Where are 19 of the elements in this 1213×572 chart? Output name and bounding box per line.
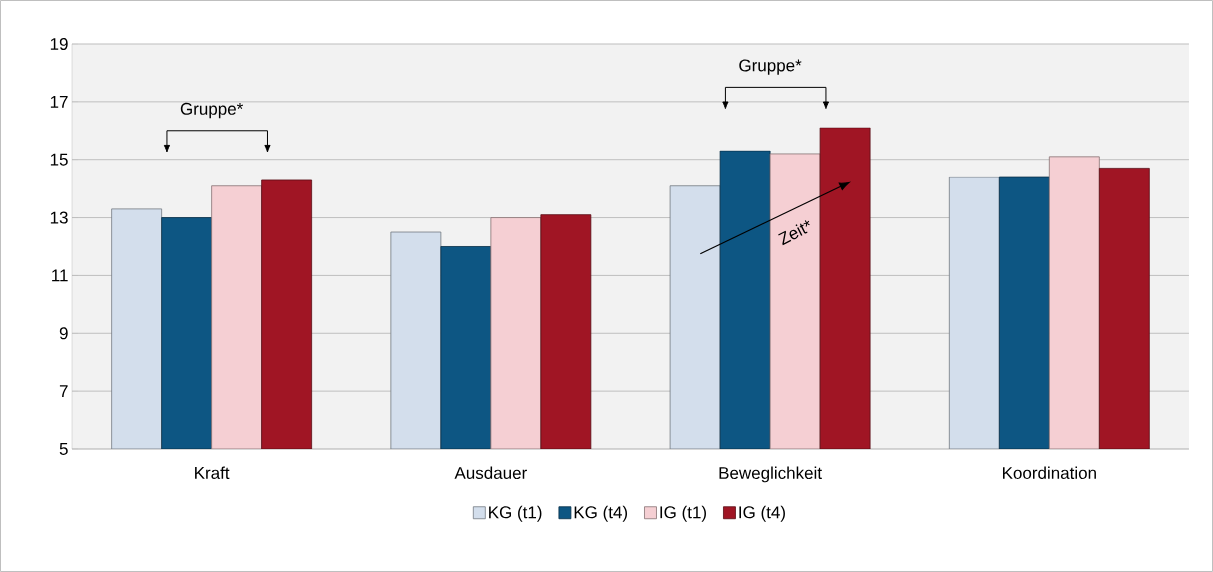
- legend-label: KG (t4): [574, 505, 628, 522]
- y-tick-label: 5: [59, 443, 68, 455]
- y-tick-label: 15: [50, 153, 68, 166]
- legend-label: IG (t1): [660, 505, 706, 522]
- x-tick-label: Ausdauer: [454, 466, 527, 480]
- annotation: Zeit*: [778, 220, 810, 246]
- annotation: Gruppe*: [180, 102, 244, 119]
- y-tick-label: 19: [50, 37, 68, 51]
- x-tick-label: Beweglichkeit: [719, 466, 822, 483]
- y-tick-label: 11: [52, 269, 68, 282]
- y-tick-label: 17: [50, 96, 68, 108]
- y-tick-label: 7: [59, 385, 68, 397]
- legend-label: KG (t1): [489, 505, 542, 522]
- annotation: Gruppe*: [739, 59, 802, 75]
- x-tick-label: Kraft: [195, 466, 230, 479]
- legend-label: IG (t4): [739, 505, 785, 522]
- y-tick-label: 13: [50, 211, 68, 224]
- x-tick-label: Koordination: [1003, 466, 1096, 480]
- y-tick-label: 9: [59, 327, 68, 340]
